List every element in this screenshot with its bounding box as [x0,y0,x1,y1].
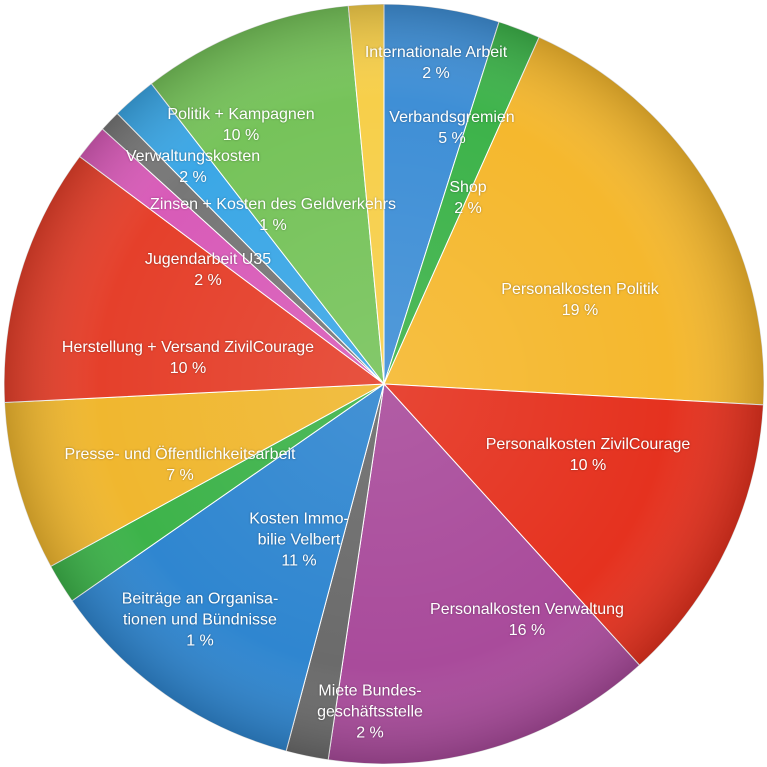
slice-label: Personalkosten ZivilCourage 10 % [486,434,691,476]
slice-label: Internationale Arbeit 2 % [365,42,507,84]
slice-value-label: 1 % [186,632,214,650]
slice-label: Herstellung + Versand ZivilCourage 10 % [62,337,314,379]
slice-label: Politik + Kampagnen 10 % [167,104,314,146]
slice-label-text: Personalkosten ZivilCourage [485,436,691,453]
slice-value-label: 10 % [569,457,607,474]
slice-label: Miete Bundes-geschäftsstelle 2 % [317,681,423,744]
slice-label: Personalkosten Verwaltung 16 % [430,599,624,641]
slice-value-label: 2 % [356,724,384,742]
slice-value-label: 2 % [179,169,207,186]
slice-value-label: 10 % [222,127,260,144]
slice-value-label: 11 % [281,552,317,570]
slice-label: Verwaltungskosten 2 % [126,146,260,188]
slice-label: Zinsen + Kosten des Geldverkehrs 1 % [150,194,396,236]
slice-value-label: 5 % [438,130,466,147]
slice-label-text: Miete Bundes- [318,682,422,700]
slice-label-text: bilie Velbert [257,531,341,549]
slice-label: Shop 2 % [449,177,486,219]
slice-label-text: Presse- und Öffentlichkeitsarbeit [64,446,296,463]
slice-label-text: Politik + Kampagnen [167,106,315,123]
slice-label-text: Verwaltungskosten [125,148,261,165]
slice-value-label: 2 % [194,272,222,289]
slice-label: Personalkosten Politik 19 % [501,279,658,321]
slice-value-label: 2 % [422,65,450,82]
slice-label: Presse- und Öffentlichkeitsarbeit 7 % [65,444,296,486]
slice-label: Kosten Immo-bilie Velbert 11 % [249,509,349,572]
slice-label: Jugendarbeit U35 2 % [145,249,271,291]
slice-label-text: Personalkosten Politik [501,281,659,298]
slice-label: Beiträge an Organisa-tionen und Bündniss… [122,589,279,652]
slice-label-text: Verbandsgremien [389,109,515,126]
slice-label-text: Zinsen + Kosten des Geldverkehrs [150,196,396,213]
slice-label-text: Kosten Immo- [249,510,349,528]
slice-label-text: Beiträge an Organisa- [121,590,279,608]
slice-value-label: 1 % [259,217,287,234]
slice-value-label: 19 % [561,302,599,319]
slice-label-text: geschäftsstelle [317,703,423,721]
slice-label-text: Personalkosten Verwaltung [430,601,624,618]
slice-value-label: 16 % [508,622,546,639]
slice-label: Verbandsgremien 5 % [389,107,514,149]
slice-label-text: Herstellung + Versand ZivilCourage [61,339,315,356]
slice-label-text: Jugendarbeit U35 [144,251,272,268]
slice-label-text: Shop [449,179,487,196]
slice-value-label: 10 % [169,360,207,377]
slice-label-text: tionen und Bündnisse [123,611,277,629]
slice-value-label: 2 % [454,200,482,217]
slice-value-label: 7 % [166,467,194,484]
slice-label-text: Internationale Arbeit [364,44,508,61]
